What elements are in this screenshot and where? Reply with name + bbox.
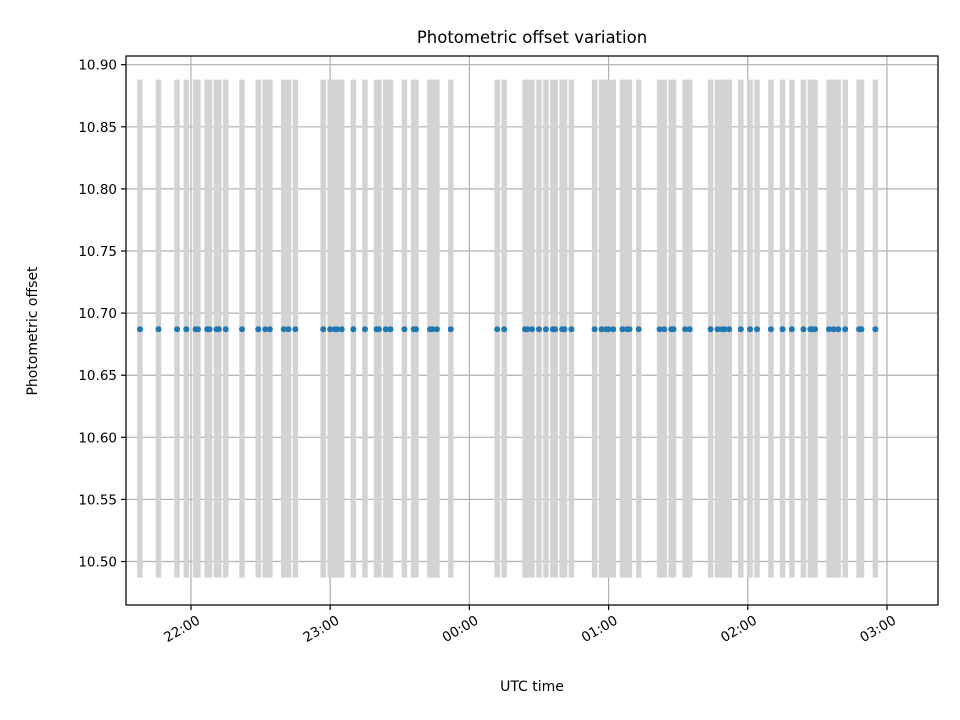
y-tick-label: 10.75 (78, 244, 117, 260)
data-point (361, 326, 368, 333)
data-point (872, 326, 879, 333)
data-point (800, 326, 807, 333)
data-point (835, 326, 842, 333)
data-point (350, 326, 357, 333)
data-point (779, 326, 786, 333)
data-point (825, 326, 832, 333)
y-tick-label: 10.55 (78, 492, 117, 508)
data-point (155, 326, 162, 333)
data-point (830, 326, 837, 333)
data-point (494, 326, 501, 333)
data-point (382, 326, 389, 333)
data-point (605, 326, 612, 333)
data-point (334, 326, 341, 333)
y-tick-label: 10.85 (78, 120, 117, 136)
data-point (552, 326, 559, 333)
data-point (292, 326, 299, 333)
data-point (262, 326, 269, 333)
point-layer (136, 326, 879, 333)
x-tick-label: 02:00 (718, 613, 760, 646)
data-point (266, 326, 273, 333)
data-point (737, 326, 744, 333)
data-point (255, 326, 262, 333)
y-tick-label: 10.65 (78, 368, 117, 384)
data-point (610, 326, 617, 333)
y-tick-label: 10.70 (78, 306, 117, 322)
data-point (136, 326, 143, 333)
data-point (413, 326, 419, 333)
data-point (447, 326, 454, 333)
y-axis-label: Photometric offset (25, 266, 41, 396)
data-point (619, 326, 626, 333)
x-axis-label: UTC time (500, 679, 564, 695)
y-tick-label: 10.80 (78, 182, 117, 198)
data-point (754, 326, 761, 333)
data-point (812, 326, 819, 333)
data-point (320, 326, 327, 333)
data-point (767, 326, 774, 333)
data-point (429, 326, 436, 333)
tick-layer: 10.50 10.55 10.60 10.65 10.70 10.75 10.80 10.85… (78, 58, 899, 646)
x-tick-label: 22:00 (161, 613, 203, 646)
data-point (707, 326, 714, 333)
data-point (206, 326, 213, 333)
data-point (747, 326, 754, 333)
data-point (280, 326, 287, 333)
data-point (726, 326, 733, 333)
data-point (626, 326, 633, 333)
data-point (174, 326, 181, 333)
y-tick-label: 10.60 (78, 430, 117, 446)
x-tick-label: 01:00 (579, 613, 621, 646)
data-point (788, 326, 795, 333)
data-point (670, 326, 677, 333)
data-point (568, 326, 575, 333)
data-point (542, 326, 549, 333)
data-point (661, 326, 668, 333)
data-point (239, 326, 245, 333)
data-point (591, 326, 598, 333)
data-point (524, 326, 531, 333)
data-point (338, 326, 345, 333)
data-point (327, 326, 334, 333)
data-point (194, 326, 201, 333)
data-point (183, 326, 190, 333)
data-point (598, 326, 605, 333)
data-point (635, 326, 642, 333)
data-point (656, 326, 663, 333)
data-point (721, 326, 728, 333)
data-point (401, 326, 408, 333)
x-tick-label: 03:00 (857, 613, 899, 646)
data-point (222, 326, 229, 333)
data-point (387, 326, 394, 333)
data-point (529, 326, 535, 333)
data-point (714, 326, 721, 333)
error-bar-layer (137, 79, 879, 578)
data-point (215, 326, 222, 333)
data-point (375, 326, 382, 333)
data-point (858, 326, 865, 333)
data-point (842, 326, 849, 333)
y-tick-label: 10.90 (78, 58, 117, 74)
y-tick-label: 10.50 (78, 555, 117, 571)
x-tick-label: 23:00 (300, 613, 342, 646)
data-point (433, 326, 440, 333)
data-point (501, 326, 508, 333)
x-tick-label: 00:00 (440, 613, 482, 646)
data-point (686, 326, 693, 333)
data-point (561, 326, 568, 333)
data-point (285, 326, 292, 333)
plot-frame (125, 55, 939, 606)
data-point (682, 326, 689, 333)
data-point (535, 326, 542, 333)
chart-title: Photometric offset variation (417, 28, 647, 47)
